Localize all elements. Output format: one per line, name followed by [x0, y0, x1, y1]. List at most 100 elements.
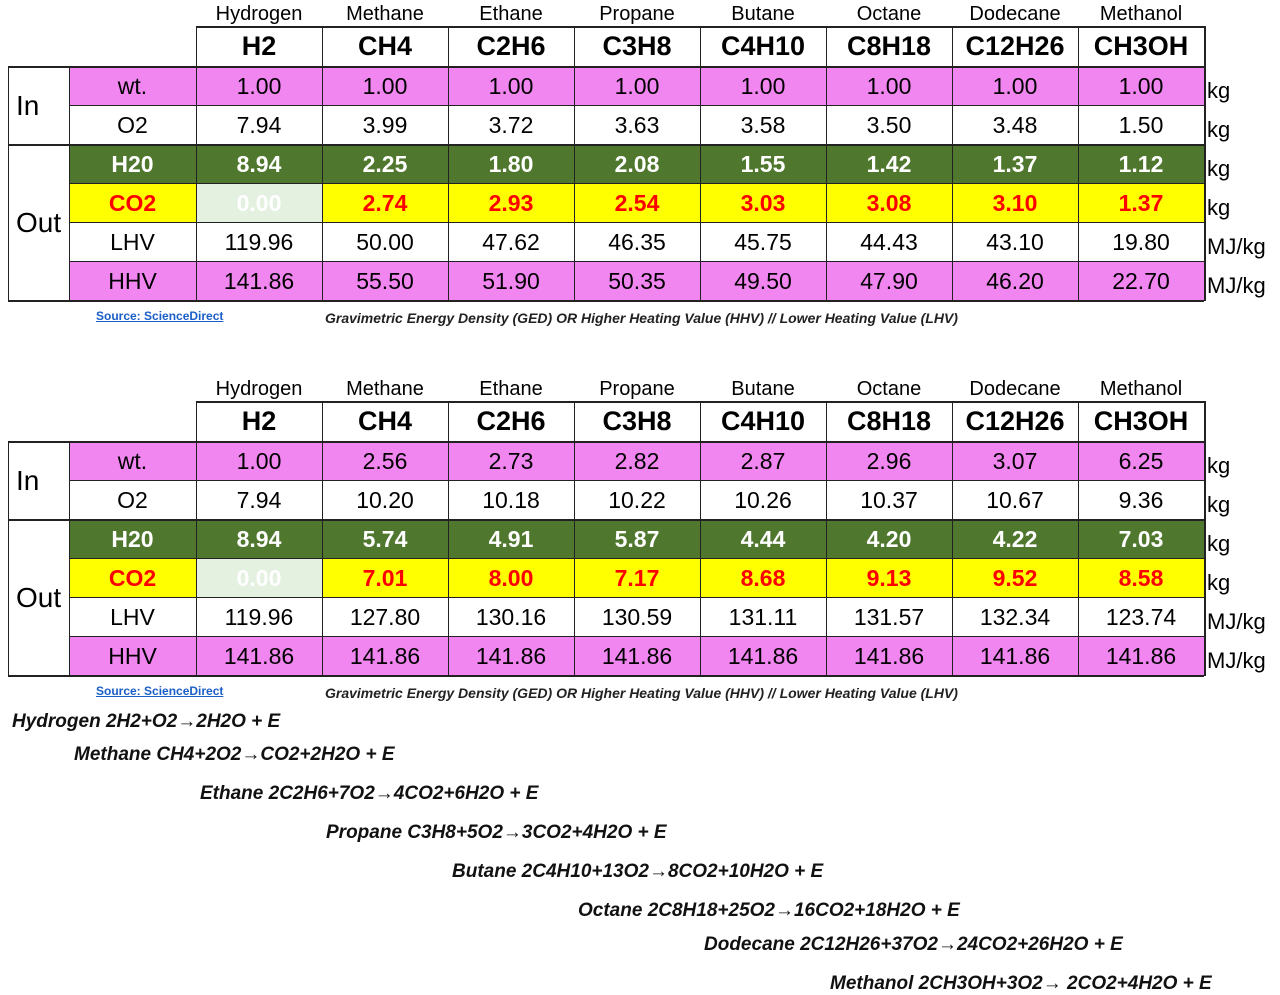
- reaction-equation: Dodecane 2C12H26+37O2→24CO2+26H2O + E: [704, 934, 1123, 955]
- value-cell: 1.00: [826, 67, 952, 106]
- value-cell: 50.00: [322, 223, 448, 262]
- grid-line: [8, 675, 1204, 677]
- grid-line: [574, 26, 575, 301]
- value-cell: 51.90: [448, 262, 574, 301]
- value-cell: 1.12: [1078, 145, 1204, 184]
- value-cell: 1.00: [196, 67, 322, 106]
- grid-line: [1204, 401, 1206, 676]
- reaction-equation: Propane C3H8+5O2→3CO2+4H2O + E: [326, 822, 667, 843]
- fuel-formula: H2: [241, 406, 277, 436]
- fuel-name: Methanol: [1099, 377, 1183, 400]
- reaction-equation: Butane 2C4H10+13O2→8CO2+10H2O + E: [452, 861, 824, 882]
- grid-line: [448, 26, 449, 301]
- value-cell: 3.99: [322, 106, 448, 145]
- value-cell: 141.86: [322, 637, 448, 676]
- reaction-equation: Octane 2C8H18+25O2→16CO2+18H2O + E: [578, 900, 960, 921]
- source-link[interactable]: Source: ScienceDirect: [96, 309, 224, 323]
- value-cell: 130.59: [574, 598, 700, 637]
- group-label-out: Out: [8, 520, 69, 676]
- fuel-name: Ethane: [479, 2, 543, 25]
- value-cell: 6.25: [1078, 442, 1204, 481]
- value-cell: 3.03: [700, 184, 826, 223]
- value-cell: 131.57: [826, 598, 952, 637]
- unit-label: MJ/kg: [1207, 233, 1266, 259]
- value-cell: 1.00: [952, 67, 1078, 106]
- value-cell: 7.94: [196, 481, 322, 520]
- row-label: CO2: [69, 559, 196, 598]
- grid-line: [69, 261, 1204, 262]
- value-cell: 49.50: [700, 262, 826, 301]
- value-cell: 2.08: [574, 145, 700, 184]
- value-cell: 46.35: [574, 223, 700, 262]
- value-cell: 55.50: [322, 262, 448, 301]
- fuel-name: Octane: [856, 377, 922, 400]
- value-cell: 1.50: [1078, 106, 1204, 145]
- group-label-in: In: [8, 442, 69, 520]
- value-cell: 43.10: [952, 223, 1078, 262]
- reaction-equation: Ethane 2C2H6+7O2→4CO2+6H2O + E: [200, 783, 539, 804]
- value-cell: 3.58: [700, 106, 826, 145]
- grid-line: [8, 519, 1204, 521]
- unit-label: kg: [1207, 116, 1231, 142]
- fuel-formula: C8H18: [846, 406, 932, 436]
- value-cell: 141.86: [448, 637, 574, 676]
- value-cell: 141.86: [196, 637, 322, 676]
- row-label: H20: [69, 520, 196, 559]
- value-cell: 1.55: [700, 145, 826, 184]
- fuel-name: Ethane: [479, 377, 543, 400]
- fuel-formula: CH4: [357, 406, 412, 436]
- value-cell: 7.94: [196, 106, 322, 145]
- grid-line: [8, 441, 1204, 443]
- fuel-formula: CH3OH: [1093, 31, 1189, 61]
- source-link[interactable]: Source: ScienceDirect: [96, 684, 224, 698]
- value-cell: 7.17: [574, 559, 700, 598]
- fuel-formula: C2H6: [476, 31, 546, 61]
- fuel-formula: C4H10: [720, 406, 806, 436]
- unit-label: kg: [1207, 569, 1231, 595]
- grid-line: [8, 441, 9, 676]
- value-cell: 8.58: [1078, 559, 1204, 598]
- value-cell: 4.22: [952, 520, 1078, 559]
- value-cell: 141.86: [826, 637, 952, 676]
- group-label-out: Out: [8, 145, 69, 301]
- unit-label: MJ/kg: [1207, 647, 1266, 673]
- unit-label: kg: [1207, 77, 1231, 103]
- reaction-equation: Methanol 2CH3OH+3O2→ 2CO2+4H2O + E: [830, 973, 1212, 994]
- value-cell: 141.86: [574, 637, 700, 676]
- fuel-name: Dodecane: [969, 2, 1061, 25]
- value-cell: 2.93: [448, 184, 574, 223]
- unit-label: MJ/kg: [1207, 608, 1266, 634]
- grid-line: [448, 401, 449, 676]
- row-label: wt.: [69, 442, 196, 481]
- value-cell: 1.37: [1078, 184, 1204, 223]
- value-cell: 1.00: [322, 67, 448, 106]
- value-cell: 3.63: [574, 106, 700, 145]
- value-cell: 8.94: [196, 145, 322, 184]
- value-cell: 131.11: [700, 598, 826, 637]
- value-cell: 4.91: [448, 520, 574, 559]
- fuel-formula: C3H8: [602, 31, 672, 61]
- grid-line: [826, 401, 827, 676]
- value-cell: 2.56: [322, 442, 448, 481]
- value-cell: 119.96: [196, 598, 322, 637]
- grid-line: [69, 222, 1204, 223]
- value-cell: 9.52: [952, 559, 1078, 598]
- value-cell: 9.36: [1078, 481, 1204, 520]
- fuel-formula: H2: [241, 31, 277, 61]
- grid-line: [69, 441, 70, 676]
- grid-line: [69, 636, 1204, 637]
- value-cell: 2.82: [574, 442, 700, 481]
- grid-line: [196, 401, 197, 676]
- fuel-name: Methane: [346, 2, 424, 25]
- value-cell: 19.80: [1078, 223, 1204, 262]
- value-cell: 1.80: [448, 145, 574, 184]
- fuel-formula: C2H6: [476, 406, 546, 436]
- grid-line: [952, 26, 953, 301]
- row-label: CO2: [69, 184, 196, 223]
- value-cell: 0.00: [196, 559, 322, 598]
- fuel-formula: C3H8: [602, 406, 672, 436]
- value-cell: 3.10: [952, 184, 1078, 223]
- value-cell: 1.00: [448, 67, 574, 106]
- grid-line: [574, 401, 575, 676]
- grid-line: [700, 26, 701, 301]
